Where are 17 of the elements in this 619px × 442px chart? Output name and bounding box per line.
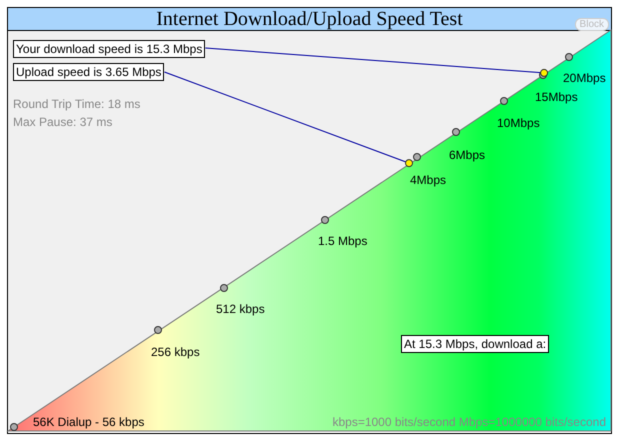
data-label: Upload speed is 3.65 Mbps bbox=[13, 63, 164, 81]
text: 4Mbps bbox=[410, 173, 446, 187]
text: 15Mbps bbox=[535, 90, 578, 104]
text: Internet Download/Upload Speed Test bbox=[156, 8, 463, 30]
text: 1.5 Mbps bbox=[318, 234, 368, 248]
text: At 15.3 Mbps, download a: bbox=[401, 335, 550, 353]
text: 10Mbps bbox=[497, 116, 540, 130]
text: 56K Dialup - 56 kbps bbox=[33, 415, 144, 429]
data-label: Your download speed is 15.3 Mbps bbox=[13, 40, 206, 58]
text: Max Pause: 37 ms bbox=[13, 115, 112, 129]
block-button: Block bbox=[574, 18, 609, 31]
text: Round Trip Time: 18 ms bbox=[13, 97, 140, 111]
text: 256 kbps bbox=[151, 345, 200, 359]
text: kbps=1000 bits/second Mbps=1000000 bits/second bbox=[332, 415, 606, 429]
text: 512 kbps bbox=[216, 302, 265, 316]
text: 6Mbps bbox=[449, 148, 486, 162]
text: 20Mbps bbox=[563, 71, 606, 85]
